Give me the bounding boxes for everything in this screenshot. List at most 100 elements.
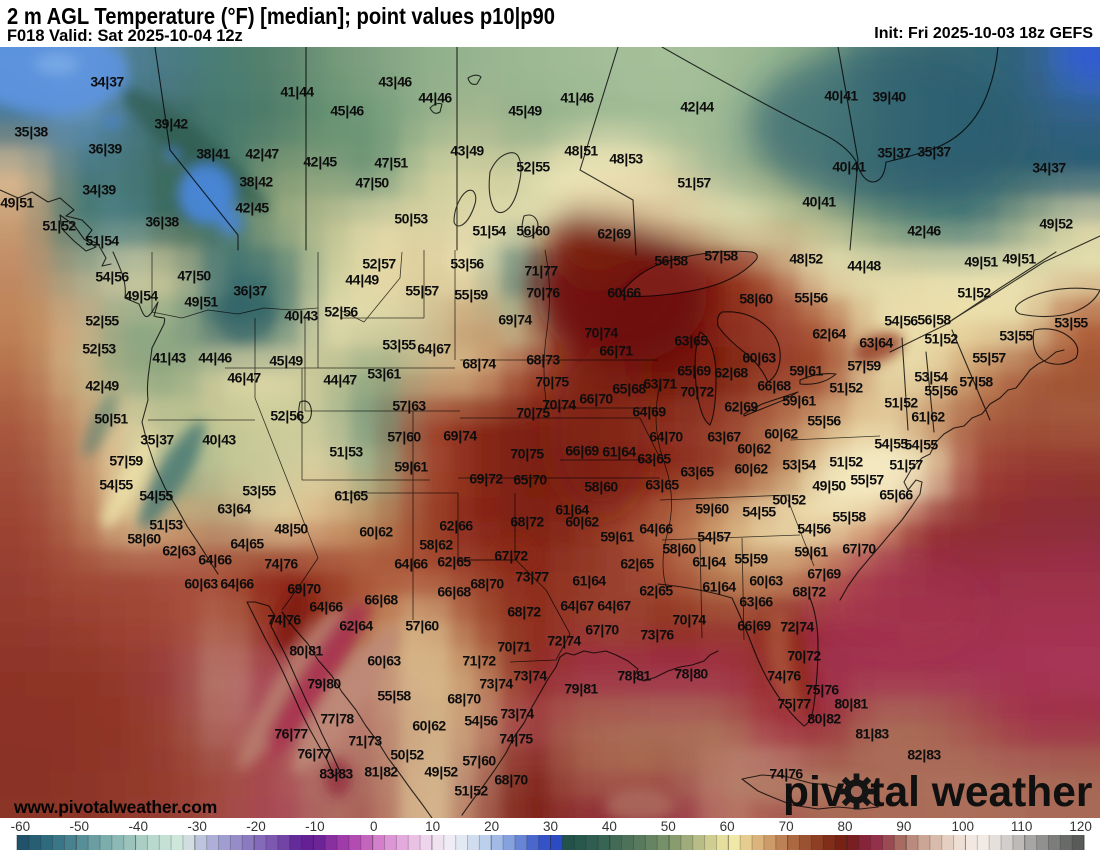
svg-text:53 | 56: 53 | 56 (450, 256, 484, 272)
svg-text:51 | 52: 51 | 52 (829, 454, 863, 470)
svg-text:70 | 76: 70 | 76 (526, 285, 560, 301)
svg-text:42 | 44: 42 | 44 (680, 99, 714, 115)
svg-text:83 | 83: 83 | 83 (319, 766, 353, 782)
svg-text:51 | 54: 51 | 54 (472, 223, 506, 239)
svg-text:59 | 61: 59 | 61 (789, 363, 823, 379)
svg-text:41 | 43: 41 | 43 (152, 350, 186, 366)
svg-text:76 | 77: 76 | 77 (297, 746, 331, 762)
svg-text:62 | 69: 62 | 69 (724, 399, 758, 415)
svg-text:49 | 54: 49 | 54 (124, 288, 158, 304)
svg-text:63 | 65: 63 | 65 (680, 464, 714, 480)
svg-text:69 | 70: 69 | 70 (287, 581, 321, 597)
svg-text:66 | 68: 66 | 68 (757, 378, 791, 394)
svg-text:51 | 57: 51 | 57 (677, 175, 711, 191)
svg-text:62 | 64: 62 | 64 (339, 618, 373, 634)
svg-text:46 | 47: 46 | 47 (227, 370, 261, 386)
svg-text:61 | 64: 61 | 64 (555, 502, 589, 518)
svg-text:61 | 64: 61 | 64 (602, 444, 636, 460)
svg-text:69 | 74: 69 | 74 (443, 428, 477, 444)
svg-text:62 | 69: 62 | 69 (597, 226, 631, 242)
svg-text:73 | 74: 73 | 74 (513, 668, 547, 684)
svg-text:58 | 60: 58 | 60 (739, 291, 773, 307)
svg-text:35 | 38: 35 | 38 (14, 124, 48, 140)
svg-text:42 | 45: 42 | 45 (235, 200, 269, 216)
svg-text:57 | 58: 57 | 58 (704, 248, 738, 264)
svg-text:70: 70 (779, 819, 794, 834)
svg-text:42 | 49: 42 | 49 (85, 378, 119, 394)
svg-text:60 | 62: 60 | 62 (359, 524, 393, 540)
svg-text:62 | 65: 62 | 65 (620, 556, 654, 572)
svg-text:62 | 66: 62 | 66 (439, 518, 473, 534)
svg-text:53 | 55: 53 | 55 (242, 483, 276, 499)
svg-text:72 | 74: 72 | 74 (547, 633, 581, 649)
svg-text:52 | 55: 52 | 55 (516, 159, 550, 175)
svg-text:35 | 37: 35 | 37 (917, 144, 951, 160)
svg-text:68 | 72: 68 | 72 (510, 514, 544, 530)
svg-text:38 | 41: 38 | 41 (196, 146, 230, 162)
svg-text:64 | 66: 64 | 66 (309, 599, 343, 615)
svg-text:60 | 62: 60 | 62 (737, 441, 771, 457)
svg-text:61 | 64: 61 | 64 (702, 579, 736, 595)
svg-text:55 | 57: 55 | 57 (405, 283, 439, 299)
svg-text:39 | 40: 39 | 40 (872, 89, 906, 105)
svg-text:49 | 51: 49 | 51 (0, 195, 34, 211)
svg-text:36 | 39: 36 | 39 (88, 141, 122, 157)
svg-text:54 | 55: 54 | 55 (139, 488, 173, 504)
svg-text:65 | 68: 65 | 68 (612, 381, 646, 397)
svg-text:69 | 72: 69 | 72 (469, 471, 503, 487)
svg-text:-40: -40 (128, 819, 148, 834)
svg-text:66 | 68: 66 | 68 (364, 592, 398, 608)
svg-text:52 | 56: 52 | 56 (324, 304, 358, 320)
svg-text:-50: -50 (70, 819, 90, 834)
svg-text:80 | 81: 80 | 81 (289, 643, 323, 659)
svg-text:60 | 62: 60 | 62 (764, 426, 798, 442)
svg-text:47 | 50: 47 | 50 (355, 175, 389, 191)
svg-text:51 | 53: 51 | 53 (329, 444, 363, 460)
svg-text:67 | 69: 67 | 69 (807, 566, 841, 582)
svg-text:57 | 60: 57 | 60 (387, 429, 421, 445)
svg-text:73 | 74: 73 | 74 (500, 706, 534, 722)
svg-text:47 | 51: 47 | 51 (374, 155, 408, 171)
svg-text:53 | 54: 53 | 54 (914, 369, 948, 385)
svg-text:35 | 37: 35 | 37 (140, 432, 174, 448)
svg-text:61 | 64: 61 | 64 (572, 573, 606, 589)
svg-text:36 | 37: 36 | 37 (233, 283, 267, 299)
svg-text:66 | 69: 66 | 69 (737, 618, 771, 634)
svg-text:49 | 52: 49 | 52 (424, 764, 458, 780)
svg-text:60 | 63: 60 | 63 (184, 576, 218, 592)
svg-text:59 | 61: 59 | 61 (600, 529, 634, 545)
svg-text:45 | 49: 45 | 49 (508, 103, 542, 119)
svg-text:74 | 76: 74 | 76 (767, 668, 801, 684)
svg-text:53 | 55: 53 | 55 (999, 328, 1033, 344)
svg-text:75 | 77: 75 | 77 (777, 696, 811, 712)
svg-text:57 | 59: 57 | 59 (109, 453, 143, 469)
svg-text:64 | 70: 64 | 70 (649, 429, 683, 445)
svg-text:59 | 60: 59 | 60 (695, 501, 729, 517)
svg-text:36 | 38: 36 | 38 (145, 214, 179, 230)
svg-text:53 | 55: 53 | 55 (382, 337, 416, 353)
svg-text:51 | 52: 51 | 52 (829, 380, 863, 396)
svg-text:68 | 74: 68 | 74 (462, 356, 496, 372)
svg-text:58 | 62: 58 | 62 (419, 537, 453, 553)
svg-text:68 | 70: 68 | 70 (494, 772, 528, 788)
svg-text:-20: -20 (246, 819, 266, 834)
svg-text:73 | 77: 73 | 77 (515, 569, 549, 585)
svg-text:67 | 70: 67 | 70 (585, 622, 619, 638)
svg-text:70 | 74: 70 | 74 (584, 325, 618, 341)
svg-text:62 | 65: 62 | 65 (639, 583, 673, 599)
svg-text:74 | 76: 74 | 76 (264, 556, 298, 572)
svg-text:56 | 58: 56 | 58 (654, 253, 688, 269)
svg-text:82 | 83: 82 | 83 (907, 747, 941, 763)
svg-text:52 | 57: 52 | 57 (362, 256, 396, 272)
svg-text:62 | 65: 62 | 65 (437, 554, 471, 570)
svg-text:42 | 46: 42 | 46 (907, 223, 941, 239)
svg-text:64 | 66: 64 | 66 (639, 521, 673, 537)
svg-text:45 | 46: 45 | 46 (330, 103, 364, 119)
svg-text:80: 80 (837, 819, 852, 834)
svg-text:81 | 83: 81 | 83 (855, 726, 889, 742)
svg-text:47 | 50: 47 | 50 (177, 268, 211, 284)
svg-text:60 | 62: 60 | 62 (734, 461, 768, 477)
svg-text:40 | 41: 40 | 41 (802, 194, 836, 210)
svg-text:49 | 50: 49 | 50 (812, 478, 846, 494)
svg-text:-30: -30 (187, 819, 207, 834)
